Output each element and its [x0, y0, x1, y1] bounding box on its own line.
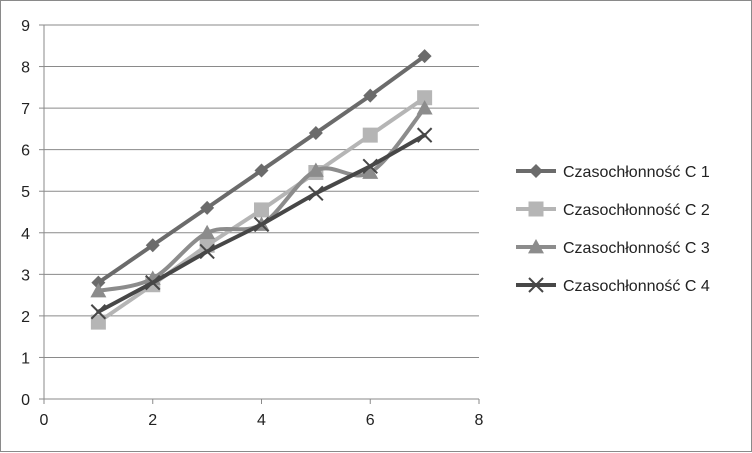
legend-label-4: Czasochłonność C 4: [563, 278, 710, 295]
data-point-series-2: [362, 127, 378, 143]
y-tick-label: 9: [21, 18, 30, 35]
data-point-series-1: [145, 238, 160, 253]
data-point-series-3: [90, 282, 107, 298]
data-point-series-4: [199, 243, 215, 260]
x-tick-label: 0: [40, 412, 49, 429]
legend-label-1: Czasochłonność C 1: [563, 164, 710, 181]
y-tick-label: 4: [21, 226, 30, 243]
legend-marker-4: [528, 277, 544, 293]
data-point-series-4: [308, 185, 324, 202]
data-point-series-1: [363, 88, 378, 103]
data-point-series-1: [417, 49, 432, 64]
y-tick-label: 8: [21, 60, 30, 77]
x-tick-label: 8: [475, 412, 484, 429]
y-tick-label: 6: [21, 143, 30, 160]
data-point-series-4: [416, 127, 433, 143]
data-point-series-1: [200, 200, 215, 215]
data-point-series-4: [90, 304, 107, 320]
data-point-series-1: [254, 163, 269, 178]
data-point-series-3: [307, 162, 324, 177]
legend-marker-2: [528, 201, 544, 217]
legend-marker-3: [528, 239, 544, 254]
data-point-series-4: [253, 216, 270, 233]
x-tick-label: 6: [366, 412, 375, 429]
y-tick-label: 2: [21, 309, 30, 326]
legend-marker-1: [529, 164, 543, 178]
x-tick-label: 4: [257, 412, 266, 429]
data-point-series-1: [91, 275, 106, 290]
data-point-series-1: [308, 126, 323, 141]
y-tick-label: 3: [21, 267, 30, 284]
y-tick-label: 5: [21, 184, 30, 201]
y-tick-label: 7: [21, 101, 30, 118]
x-tick-label: 2: [148, 412, 157, 429]
data-point-series-2: [254, 202, 269, 218]
legend-label-2: Czasochłonność C 2: [563, 202, 710, 219]
data-point-series-3: [416, 100, 433, 115]
y-tick-label: 1: [21, 350, 30, 367]
data-point-series-3: [199, 224, 216, 240]
data-point-series-2: [417, 90, 433, 106]
data-point-series-4: [145, 274, 161, 291]
data-point-series-2: [90, 314, 106, 330]
data-point-series-4: [362, 158, 378, 174]
legend-label-3: Czasochłonność C 3: [563, 240, 710, 257]
data-point-series-3: [362, 164, 379, 179]
y-tick-label: 0: [21, 392, 30, 409]
